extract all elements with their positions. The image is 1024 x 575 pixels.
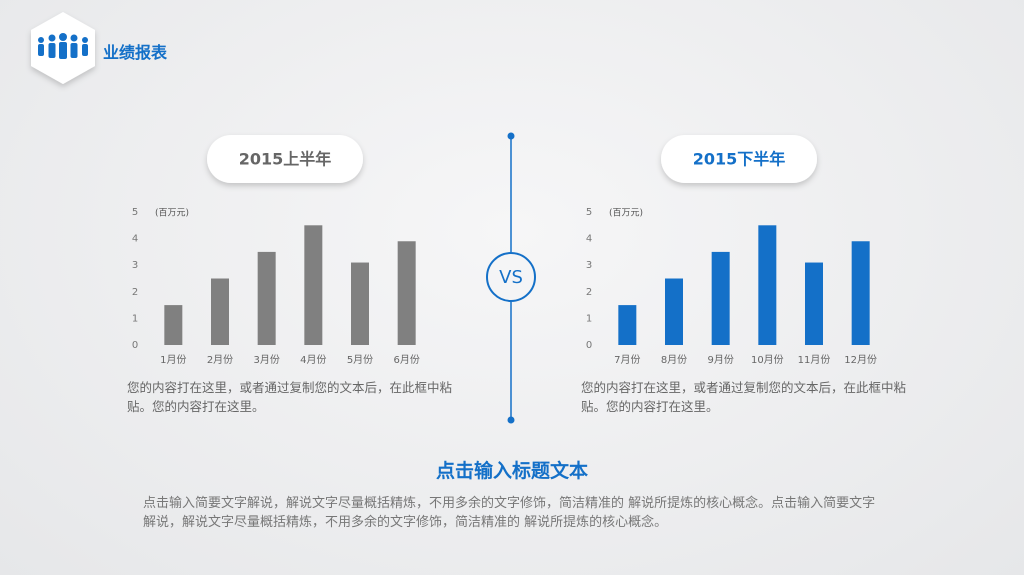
footer-title: 点击输入标题文本	[435, 460, 588, 482]
y-tick-label: 0	[132, 340, 138, 351]
bar	[758, 225, 777, 345]
vs-text: VS	[499, 267, 523, 288]
x-tick-label: 5月份	[347, 354, 373, 366]
y-axis-label: (百万元)	[609, 208, 643, 219]
x-tick-label: 3月份	[253, 354, 279, 366]
bar	[711, 251, 730, 345]
bar	[164, 305, 183, 345]
divider-dot	[507, 132, 515, 140]
bar	[304, 225, 323, 345]
y-axis-label: (百万元)	[155, 208, 189, 219]
bar	[211, 278, 229, 345]
title-pill	[207, 135, 363, 183]
y-tick-label: 2	[132, 287, 138, 298]
bar	[257, 251, 276, 345]
y-tick-label: 1	[586, 313, 592, 324]
x-tick-label: 4月份	[300, 354, 326, 366]
x-tick-label: 8月份	[661, 354, 687, 366]
x-tick-label: 1月份	[160, 354, 186, 366]
x-tick-label: 6月份	[393, 354, 419, 366]
bar	[351, 262, 369, 345]
bar	[851, 241, 870, 345]
y-tick-label: 5	[132, 207, 138, 218]
bar	[805, 262, 823, 345]
y-tick-label: 0	[586, 340, 592, 351]
x-tick-label: 7月份	[614, 354, 640, 366]
y-tick-label: 3	[132, 260, 138, 271]
vs-circle	[486, 252, 536, 302]
y-tick-label: 2	[586, 287, 592, 298]
x-tick-label: 2月份	[207, 354, 233, 366]
chart-caption: 您的内容打在这里，或者通过复制您的文本后，在此框中粘贴。您的内容打在这里。	[127, 380, 453, 414]
y-tick-label: 3	[586, 260, 592, 271]
y-tick-label: 4	[132, 234, 138, 245]
x-tick-label: 9月份	[707, 354, 733, 366]
chart-caption: 您的内容打在这里，或者通过复制您的文本后，在此框中粘贴。您的内容打在这里。	[581, 380, 907, 414]
x-tick-label: 10月份	[751, 354, 784, 366]
header-title: 业绩报表	[103, 43, 168, 62]
x-tick-label: 11月份	[798, 354, 831, 366]
y-tick-label: 1	[132, 313, 138, 324]
chart-title: 2015下半年	[693, 150, 786, 169]
chart-title: 2015上半年	[239, 150, 332, 169]
bar	[397, 241, 416, 345]
title-pill	[661, 135, 817, 183]
y-tick-label: 4	[586, 234, 592, 245]
divider-dot	[507, 416, 515, 424]
footer-body: 点击输入简要文字解说，解说文字尽量概括精炼，不用多余的文字修饰，简洁精准的 解说…	[143, 496, 876, 530]
y-tick-label: 5	[586, 207, 592, 218]
bar	[618, 305, 637, 345]
bar	[665, 278, 683, 345]
x-tick-label: 12月份	[844, 354, 877, 366]
people-icon	[38, 33, 88, 59]
